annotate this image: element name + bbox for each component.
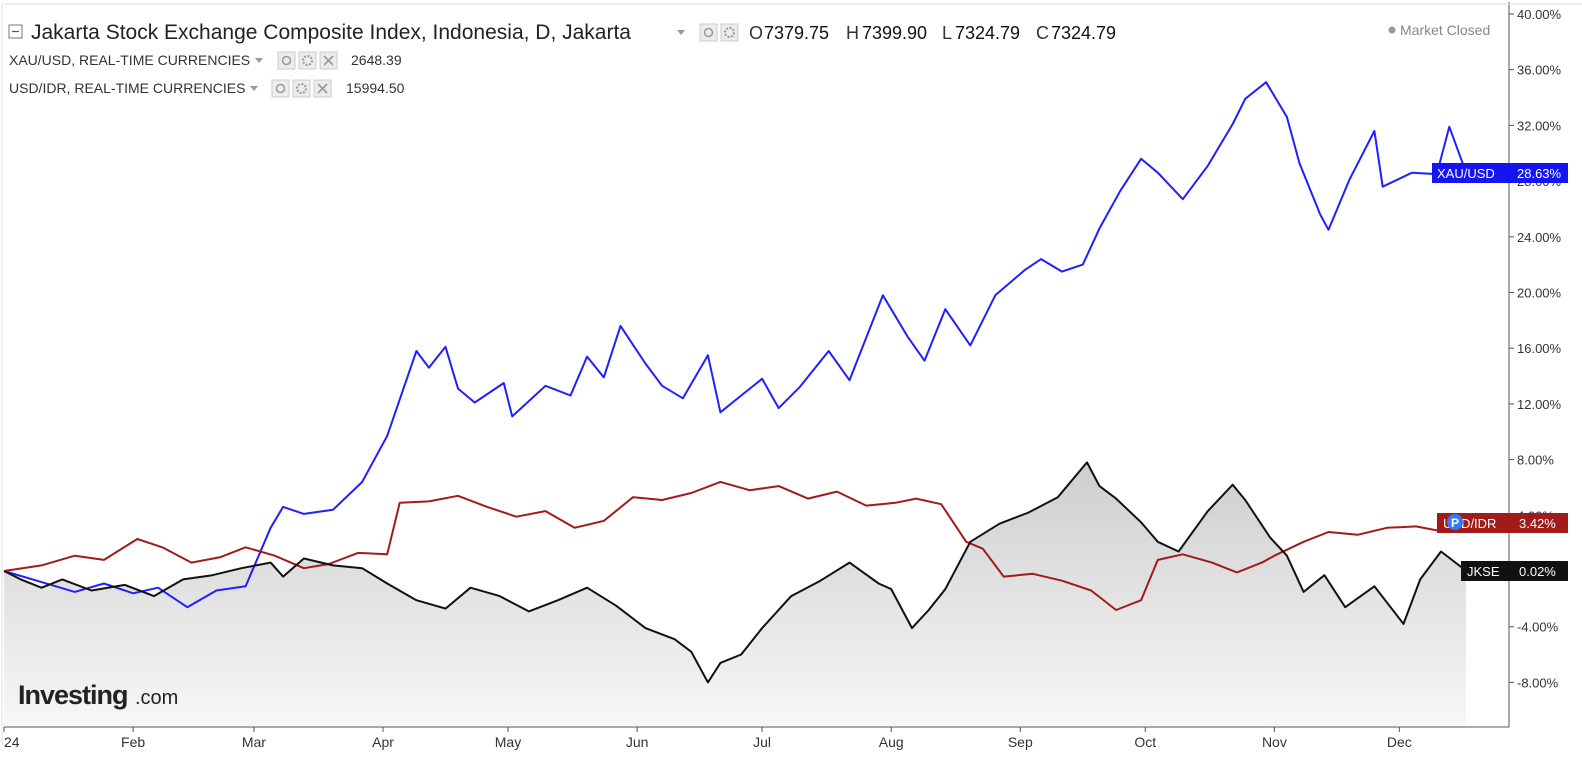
market-status-text: Market Closed — [1400, 22, 1490, 38]
x-tick-label: 24 — [4, 734, 20, 750]
jkse-badge: JKSE 0.02% — [1461, 561, 1568, 581]
main-series-title: Jakarta Stock Exchange Composite Index, … — [31, 21, 631, 44]
y-tick-label: -8.00% — [1517, 675, 1559, 690]
idr-legend-buttons[interactable] — [271, 79, 332, 98]
x-tick-label: Apr — [372, 734, 394, 750]
idr-settings-button[interactable] — [292, 79, 311, 98]
xau-eye-button[interactable] — [277, 51, 296, 70]
eye-icon — [703, 27, 714, 38]
x-tick-label: Feb — [121, 734, 145, 750]
y-tick-label: -4.00% — [1517, 620, 1559, 635]
jkse-badge-value: 0.02% — [1519, 564, 1556, 579]
gear-icon — [296, 83, 307, 94]
xau-usd-line — [3, 81, 1467, 609]
main-series-settings-button[interactable] — [720, 23, 739, 42]
xau-legend-value: 2648.39 — [351, 52, 402, 68]
close-icon — [323, 55, 334, 66]
x-tick-label: Oct — [1134, 734, 1156, 750]
idr-badge: USD/IDR 3.42% P — [1437, 513, 1568, 533]
ohlc-open-key: O — [749, 23, 763, 43]
ohlc-close-value: 7324.79 — [1051, 23, 1116, 43]
ohlc-open-value: 7379.75 — [764, 23, 829, 43]
marker-circle-icon[interactable] — [1447, 514, 1463, 530]
xau-legend-label: XAU/USD, REAL-TIME CURRENCIES — [9, 52, 250, 68]
idr-badge-value: 3.42% — [1519, 516, 1556, 531]
main-series-dropdown-icon[interactable] — [677, 30, 685, 35]
main-series-eye-button[interactable] — [699, 23, 718, 42]
market-status-dot — [1388, 26, 1396, 34]
y-axis-ticks: 40.00%36.00%32.00%28.00%24.00%20.00%16.0… — [1509, 7, 1562, 690]
jkse-area-fill — [4, 462, 1466, 726]
ohlc-low-value: 7324.79 — [955, 23, 1020, 43]
ohlc-values: O 7379.75 H 7399.90 L 7324.79 C 7324.79 — [749, 23, 1116, 43]
gear-icon — [302, 55, 313, 66]
xau-legend-buttons[interactable] — [277, 51, 338, 70]
ohlc-high-value: 7399.90 — [862, 23, 927, 43]
xau-badge: XAU/USD 28.63% — [1432, 163, 1568, 183]
logo-suffix-text: .com — [135, 687, 178, 709]
x-tick-label: Nov — [1262, 734, 1287, 750]
legend: Jakarta Stock Exchange Composite Index, … — [8, 21, 1116, 98]
xau-badge-name: XAU/USD — [1437, 166, 1495, 181]
x-tick-label: Jun — [626, 734, 649, 750]
x-tick-label: Dec — [1387, 734, 1412, 750]
xau-settings-button[interactable] — [298, 51, 317, 70]
logo-main-text: Investing — [18, 680, 128, 710]
ohlc-high-key: H — [846, 23, 859, 43]
y-tick-label: 32.00% — [1517, 118, 1562, 133]
marker-label: P — [1451, 516, 1459, 530]
gear-icon — [724, 27, 735, 38]
close-icon — [317, 83, 328, 94]
idr-legend-label: USD/IDR, REAL-TIME CURRENCIES — [9, 80, 245, 96]
xau-badge-value: 28.63% — [1517, 166, 1562, 181]
price-badges: XAU/USD 28.63% USD/IDR 3.42% P JKSE 0.02… — [1432, 163, 1568, 581]
xau-dropdown-icon[interactable] — [255, 58, 263, 63]
x-tick-label: Mar — [242, 734, 266, 750]
x-axis-ticks: 24 Feb Mar Apr May Jun Jul Aug Sep Oct Nov Dec — [3, 727, 1412, 750]
y-tick-label: 20.00% — [1517, 286, 1562, 301]
y-tick-label: 12.00% — [1517, 397, 1562, 412]
jkse-badge-name: JKSE — [1467, 564, 1500, 579]
idr-legend-value: 15994.50 — [346, 80, 405, 96]
y-tick-label: 36.00% — [1517, 63, 1562, 78]
x-tick-label: Sep — [1008, 734, 1033, 750]
y-tick-label: 8.00% — [1517, 453, 1554, 468]
x-tick-label: Jul — [753, 734, 771, 750]
eye-icon — [275, 83, 286, 94]
usd-idr-line — [3, 480, 1467, 611]
ohlc-close-key: C — [1036, 23, 1049, 43]
jkse-line — [3, 461, 1467, 684]
eye-icon — [281, 55, 292, 66]
y-tick-label: 24.00% — [1517, 230, 1562, 245]
x-tick-label: May — [495, 734, 521, 750]
investing-logo: Investing .com — [18, 680, 178, 710]
plot-area — [3, 81, 1467, 726]
y-tick-label: 16.00% — [1517, 341, 1562, 356]
x-tick-label: Aug — [879, 734, 904, 750]
idr-dropdown-icon[interactable] — [250, 86, 258, 91]
idr-eye-button[interactable] — [271, 79, 290, 98]
y-tick-label: 40.00% — [1517, 7, 1562, 22]
ohlc-low-key: L — [942, 23, 952, 43]
